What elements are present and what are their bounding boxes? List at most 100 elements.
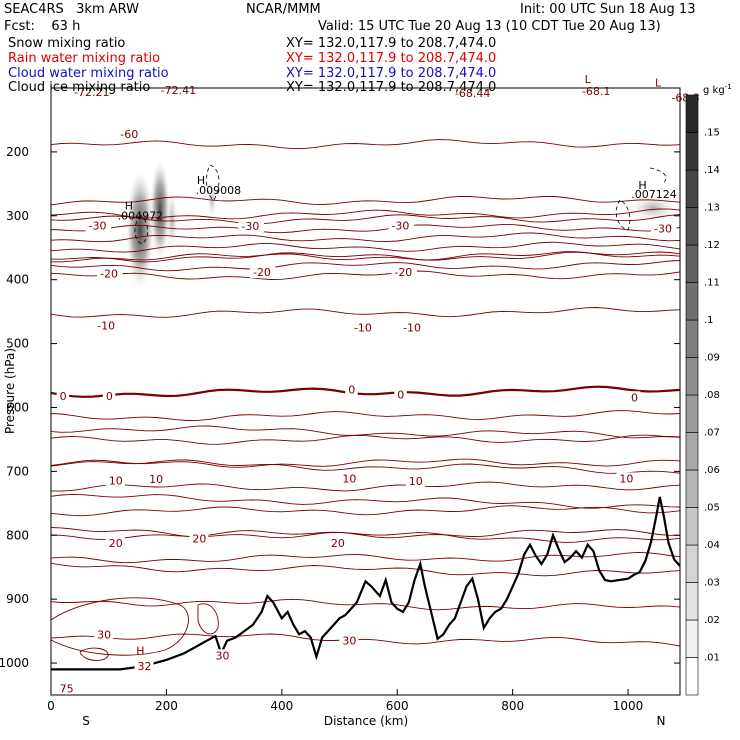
colorbar-label: .02: [704, 615, 720, 626]
y-tick-label: 600: [6, 400, 29, 414]
field-name-rain: Rain water mixing ratio: [8, 51, 161, 66]
forecast-hour-label: Fcst: 63 h: [4, 19, 81, 34]
contour-label: 10: [109, 474, 123, 487]
contour-label: -30: [241, 220, 259, 233]
contour-label-bg: [391, 266, 417, 279]
terrain-line: [51, 496, 680, 671]
colorbar-label: .07: [704, 428, 720, 439]
field-name-snow: Snow mixing ratio: [8, 36, 126, 51]
x-tick-label: 400: [270, 699, 293, 713]
colorbar-swatch: [685, 207, 699, 246]
contour-label-bg: [56, 389, 70, 402]
extremum-label: H: [638, 179, 646, 192]
isotherm-line: [51, 208, 680, 220]
contour-label: 10: [342, 472, 356, 485]
contour-labels: -72.21 -72.41 -68.44 -68.1 -68.3-60-30 -30 -30…: [56, 83, 707, 696]
contour-label-bg: [339, 472, 359, 485]
y-axis-title: Pressure (hPa): [3, 348, 17, 434]
contour-label: -10: [403, 322, 421, 335]
contour-label-bg: [394, 388, 407, 401]
contour-label: -68.44: [455, 87, 490, 100]
field-name-cloud-ice: Cloud ice mixing ratio: [8, 80, 151, 95]
extremum-label: H: [197, 174, 205, 187]
isotherm-line: [51, 251, 680, 263]
isotherm-line: [51, 527, 680, 543]
colorbar-label: .15: [704, 128, 720, 139]
x-axis-title: Distance (km): [324, 714, 408, 728]
extremum-label: H: [125, 199, 133, 212]
contour-label-bg: [616, 472, 636, 485]
colorbar-swatch: [685, 657, 699, 696]
colorbar-swatch: [685, 282, 699, 321]
y-tick-label: 1000: [0, 656, 29, 670]
colorbar-swatch: [685, 469, 699, 508]
contour-label-bg: [189, 532, 209, 545]
field-xy-rain: XY= 132.0,117.9 to 208.7,474.0: [286, 51, 497, 66]
isotherm-line: [51, 139, 680, 150]
cloud-ice-contour: [649, 167, 667, 183]
contour-label-bg: [339, 634, 359, 647]
colorbar-unit: g kg-1: [703, 83, 732, 96]
colorbar-label: .1: [704, 315, 714, 326]
contour-label-bg: [627, 391, 641, 404]
contour-label-bg: [405, 474, 425, 487]
isotherm-line: [51, 195, 680, 206]
contour-label-bg: [345, 383, 358, 396]
x-end-label-north: N: [657, 714, 666, 728]
contour-label: 0: [348, 384, 355, 397]
isotherm-line: [51, 260, 680, 272]
colorbar-label: .05: [704, 503, 720, 514]
contour-label-bg: [94, 319, 120, 332]
cloud-ice-contour: [615, 199, 631, 231]
contour-label-bg: [97, 267, 123, 280]
contour-label-bg: [327, 536, 347, 549]
extremum-label: .009008: [196, 184, 242, 197]
valid-time-label: Valid: 15 UTC Tue 20 Aug 13 (10 CDT Tue …: [318, 19, 661, 34]
colorbar-label: .01: [704, 653, 720, 664]
contour-label: -20: [100, 267, 118, 280]
cloud-ice-contours: [134, 164, 667, 245]
contour-label-bg: [400, 321, 426, 334]
contour-label-bg: [388, 219, 414, 232]
colorbar-swatch: [685, 357, 699, 396]
isotherm-line: [197, 603, 219, 635]
contour-label: 20: [331, 537, 345, 550]
contour-label-bg: [157, 83, 203, 96]
colorbar-label: .09: [704, 353, 720, 364]
isotherm-line: [51, 505, 680, 517]
contour-label: -72.41: [161, 84, 196, 97]
colorbar-swatch: [685, 507, 699, 546]
isotherm-line: [51, 459, 680, 474]
contour-label: 20: [192, 532, 206, 545]
contour-label: 10: [409, 475, 423, 488]
colorbar-label: .04: [704, 540, 720, 551]
y-tick-label: 400: [6, 273, 29, 287]
isotherm-line: [51, 434, 680, 445]
isotherm-line: [51, 410, 680, 421]
colorbar-label: .13: [704, 203, 720, 214]
contour-label: -10: [354, 322, 372, 335]
contour-label: -72.21: [74, 86, 109, 99]
colorbar-swatch: [685, 94, 699, 133]
isotherm-line: [51, 598, 680, 611]
extremum-label: .004972: [118, 210, 164, 223]
colorbar-label: .03: [704, 578, 720, 589]
field-xy-cloud-ice: XY= 132.0,117.9 to 208.7,474.0: [286, 80, 497, 95]
contour-label: -30: [89, 219, 107, 232]
contour-label: 75: [60, 683, 74, 696]
contour-label-bg: [105, 536, 125, 549]
contour-label: 0: [397, 389, 404, 402]
extremum-label: L: [655, 77, 662, 90]
org-label: NCAR/MMM: [246, 2, 321, 17]
extremum-label: L: [585, 73, 592, 86]
cloud-ice-contour: [206, 164, 220, 201]
contour-label-bg: [71, 85, 117, 98]
contour-label: -10: [97, 320, 115, 333]
isotherm-line: [51, 232, 680, 243]
colorbar-swatch: [685, 544, 699, 583]
contour-label: -20: [253, 266, 271, 279]
isotherm-line: [51, 529, 680, 541]
contour-label-bg: [146, 473, 166, 486]
isotherm-line: [51, 493, 680, 509]
